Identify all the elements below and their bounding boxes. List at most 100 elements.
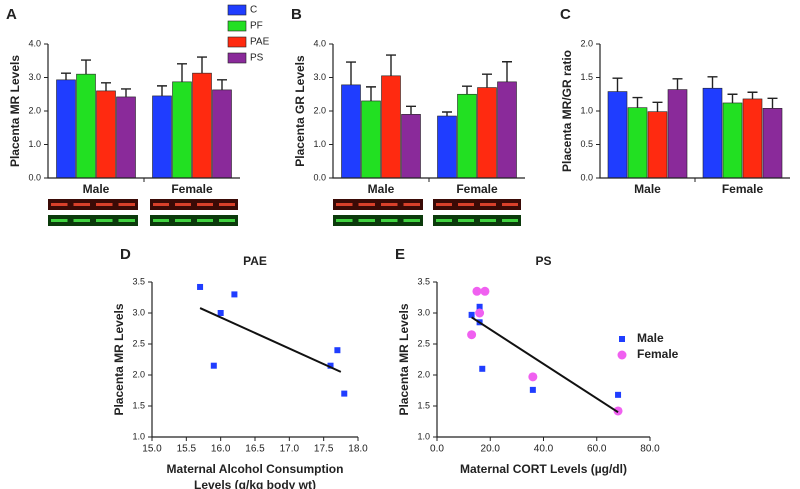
y-tick-label: 2.5 xyxy=(132,338,145,348)
blot-band xyxy=(381,219,398,222)
bar xyxy=(361,100,381,179)
error-bar xyxy=(462,85,472,95)
y-tick-label: 1.0 xyxy=(417,431,430,441)
y-tick-label: 3.0 xyxy=(28,72,41,82)
y-tick-label: 1.0 xyxy=(132,431,145,441)
y-tick-label: 4.0 xyxy=(313,38,326,48)
legend-label: PS xyxy=(250,53,264,64)
blot-actin xyxy=(433,215,521,226)
error-bar xyxy=(652,101,663,112)
error-bar xyxy=(672,78,683,90)
blot-band xyxy=(51,203,68,206)
blot-band xyxy=(197,219,213,222)
point xyxy=(334,347,341,354)
blot-band xyxy=(502,219,518,222)
y-tick-label: 3.0 xyxy=(132,307,145,317)
blot-band xyxy=(458,203,474,206)
blot-band xyxy=(51,219,68,222)
point xyxy=(468,311,475,318)
y-tick-label: 4.0 xyxy=(28,38,41,48)
point xyxy=(475,308,485,318)
y-tick-label: 0.0 xyxy=(28,172,41,182)
y-tick-label: 2.0 xyxy=(417,369,430,379)
panel-label: C xyxy=(560,6,571,23)
legend-marker xyxy=(619,336,625,342)
error-bar xyxy=(121,88,131,97)
y-tick-label: 2.0 xyxy=(313,105,326,115)
y-tick-label: 3.5 xyxy=(417,276,430,286)
x-tick-label: Male xyxy=(83,182,110,196)
bar xyxy=(437,115,457,179)
point xyxy=(615,391,622,398)
blot-band xyxy=(436,203,452,206)
point xyxy=(231,291,238,298)
blot-band xyxy=(118,203,135,206)
bar xyxy=(607,91,628,179)
error-bar xyxy=(346,61,356,85)
legend-swatch xyxy=(227,36,247,48)
x-tick-label: Male xyxy=(368,182,395,196)
blot-actin xyxy=(150,215,238,226)
panel-label: E xyxy=(395,246,405,263)
y-tick-label: 2.0 xyxy=(28,105,41,115)
x-tick-label: 18.0 xyxy=(348,444,368,455)
x-axis-label: Maternal CORT Levels (µg/dl) xyxy=(460,462,627,476)
y-tick-label: 0.0 xyxy=(580,172,593,182)
error-bar xyxy=(101,82,111,91)
blot-band xyxy=(175,203,191,206)
legend-label: PF xyxy=(250,21,263,32)
x-tick-label: Male xyxy=(634,182,661,196)
legend-swatch xyxy=(227,4,247,16)
x-tick-label: 60.0 xyxy=(587,444,607,455)
y-tick-label: 2.0 xyxy=(580,38,593,48)
x-tick-label: 0.0 xyxy=(430,444,444,455)
blot-band xyxy=(73,219,90,222)
y-tick-label: 1.0 xyxy=(28,139,41,149)
blot-band xyxy=(73,203,90,206)
x-tick-label: Female xyxy=(171,182,213,196)
blot-band xyxy=(480,219,496,222)
point xyxy=(476,303,483,310)
blot-band xyxy=(96,203,113,206)
blot-actin xyxy=(333,215,423,226)
y-tick-label: 3.0 xyxy=(313,72,326,82)
error-bar xyxy=(727,93,738,103)
x-tick-label: 15.0 xyxy=(142,444,162,455)
blot-band xyxy=(381,203,398,206)
bar xyxy=(76,73,96,179)
point xyxy=(529,386,536,393)
bar xyxy=(647,111,668,179)
bar xyxy=(762,108,783,179)
y-axis-label: Placenta MR Levels xyxy=(8,55,22,167)
bar xyxy=(116,96,136,179)
blot-band xyxy=(436,219,452,222)
y-axis-label: Placenta MR Levels xyxy=(397,303,411,415)
error-bar xyxy=(197,56,207,74)
y-tick-label: 0.5 xyxy=(580,139,593,149)
error-bar xyxy=(386,54,396,76)
legend-label: PAE xyxy=(250,37,270,48)
y-tick-label: 2.5 xyxy=(417,338,430,348)
blot-band xyxy=(219,219,235,222)
blot-band xyxy=(480,203,496,206)
error-bar xyxy=(406,105,416,115)
y-tick-label: 0.0 xyxy=(313,172,326,182)
point xyxy=(210,362,217,369)
error-bar xyxy=(612,77,623,92)
trend-line xyxy=(199,307,342,373)
panel-label: D xyxy=(120,246,131,263)
blot-band xyxy=(358,203,375,206)
chart-title: PAE xyxy=(243,254,267,268)
bar xyxy=(457,93,477,179)
blot-band xyxy=(403,219,420,222)
blot-mr xyxy=(150,199,238,210)
panel-label: B xyxy=(291,6,302,23)
blot-band xyxy=(197,203,213,206)
x-axis-label: Levels (g/kg body wt) xyxy=(194,478,316,489)
legend-label: Male xyxy=(637,331,664,345)
point xyxy=(467,330,477,340)
x-tick-label: Female xyxy=(722,182,764,196)
blot-band xyxy=(153,219,169,222)
y-tick-label: 1.5 xyxy=(132,400,145,410)
y-tick-label: 1.5 xyxy=(580,72,593,82)
